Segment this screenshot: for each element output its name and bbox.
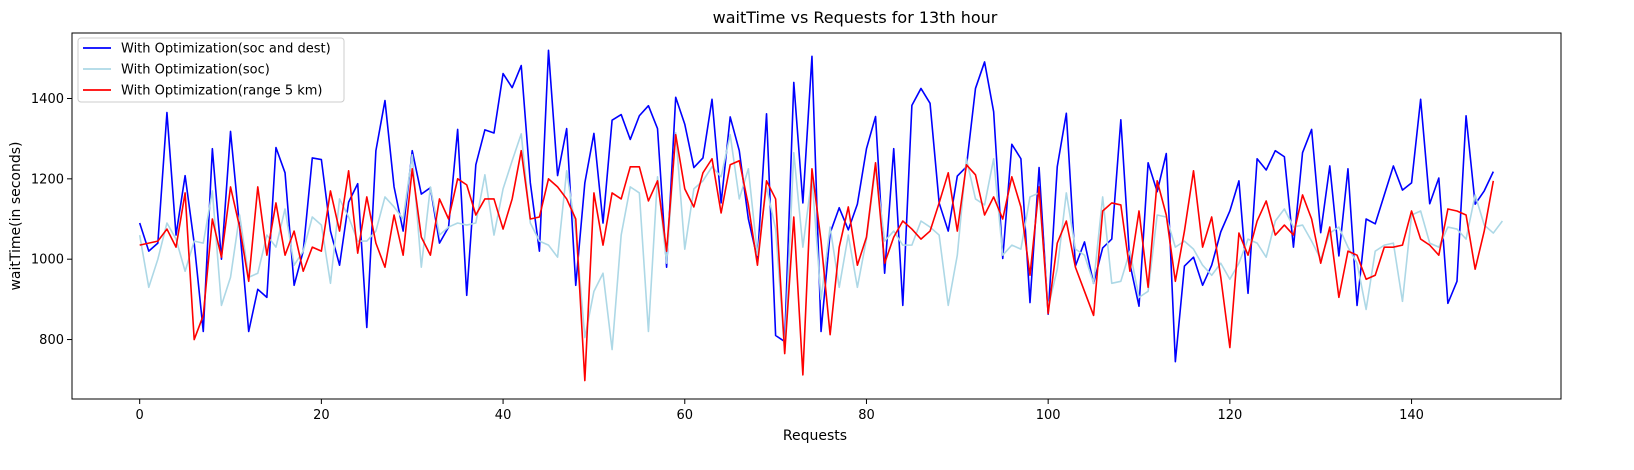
y-tick-label: 1200 (31, 172, 64, 187)
legend-label-3: With Optimization(range 5 km) (121, 84, 322, 99)
x-tick-label: 140 (1399, 408, 1424, 423)
chart-title: waitTime vs Requests for 13th hour (713, 8, 998, 27)
plot-lines (138, 49, 1504, 382)
x-tick-label: 0 (136, 408, 144, 423)
legend-label-2: With Optimization(soc) (121, 63, 270, 78)
x-axis-title: Requests (783, 428, 847, 444)
x-tick-label: 80 (858, 408, 875, 423)
y-axis-ticks: 800 1000 1200 1400 (31, 92, 72, 348)
legend-box (77, 37, 345, 103)
y-axis-title: waitTime(in seconds) (8, 141, 24, 290)
x-tick-label: 60 (676, 408, 693, 423)
series-line-2 (138, 131, 1504, 353)
x-tick-label: 120 (1217, 408, 1242, 423)
legend: With Optimization(soc and dest) With Opti… (77, 37, 345, 103)
x-tick-label: 40 (495, 408, 512, 423)
y-tick-label: 1400 (31, 92, 64, 107)
y-tick-label: 1000 (31, 253, 64, 268)
plot-frame (71, 32, 1562, 400)
series-line-1 (138, 49, 1495, 363)
x-tick-label: 20 (313, 408, 330, 423)
legend-label-1: With Optimization(soc and dest) (121, 42, 331, 57)
series-line-3 (139, 133, 1495, 382)
x-tick-label: 100 (1036, 408, 1061, 423)
x-axis-ticks: 0 20 40 60 80 100 120 140 (136, 399, 1424, 423)
y-tick-label: 800 (39, 333, 64, 348)
